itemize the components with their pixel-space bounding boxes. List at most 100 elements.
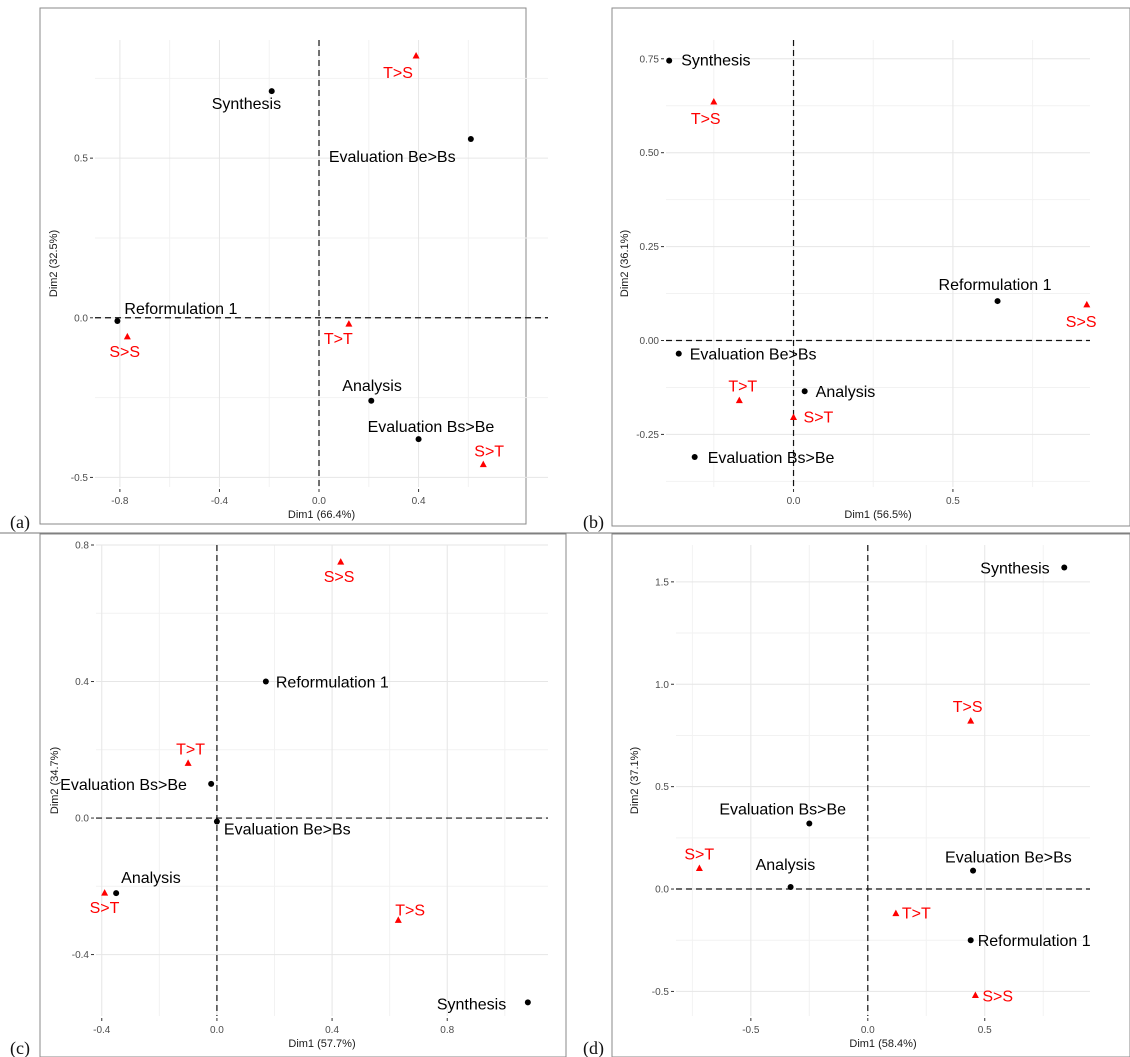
- point-marker: [970, 867, 977, 874]
- triangle-marker: [710, 97, 718, 105]
- point-label: T>S: [383, 65, 413, 82]
- y-tick-label: -0.25: [636, 430, 659, 441]
- point-label: S>T: [90, 900, 120, 917]
- triangle-marker: [412, 51, 420, 59]
- y-tick-label: 0.0: [75, 814, 89, 825]
- point-marker: [467, 135, 474, 142]
- point-marker: [268, 88, 275, 95]
- point-label: Reformulation 1: [939, 277, 1052, 294]
- point-label: S>S: [1066, 314, 1097, 331]
- point-marker: [524, 999, 531, 1006]
- x-tick-label: -0.5: [742, 1025, 760, 1036]
- triangle-marker: [1083, 300, 1091, 308]
- point-label: S>T: [684, 847, 714, 864]
- y-tick-label: 0.00: [640, 336, 660, 347]
- point-marker: [675, 350, 682, 357]
- y-axis-title: Dim2 (37.1%): [629, 747, 641, 814]
- point-marker: [994, 298, 1001, 305]
- y-tick-label: 0.50: [640, 148, 660, 159]
- x-axis-title: Dim1 (66.4%): [288, 509, 355, 521]
- y-tick-label: 0.8: [75, 541, 89, 552]
- panel-a: -0.8 -0.4 0.0 0.4 -0.5 0.0 0.5 Dim1 (66.4%) Dim2…: [10, 7, 548, 533]
- x-tick-label: 0.0: [210, 1025, 224, 1036]
- y-axis-title: Dim2 (34.7%): [49, 747, 61, 814]
- y-axis-title: Dim2 (32.5%): [48, 230, 60, 297]
- point-label: Synthesis: [212, 96, 281, 113]
- x-axis-title: Dim1 (58.4%): [849, 1038, 916, 1050]
- point-label: Synthesis: [980, 561, 1049, 578]
- point-label: Evaluation Bs>Be: [719, 802, 846, 819]
- panel-d: -0.5 0.0 0.5 -0.5 0.0 0.5 1.0 1.5 Dim1 (58.4%) Di…: [583, 533, 1130, 1057]
- panel-frame: [39, 7, 527, 525]
- y-tick-label: 0.0: [655, 885, 669, 896]
- point-marker: [1061, 564, 1068, 571]
- triangle-marker: [337, 558, 345, 565]
- point-marker: [666, 57, 673, 64]
- triangle-marker: [790, 413, 798, 421]
- point-label: T>S: [953, 699, 983, 716]
- point-label: Synthesis: [681, 53, 750, 70]
- x-tick-label: 0.4: [325, 1025, 339, 1036]
- point-label: S>T: [474, 444, 504, 461]
- x-tick-label: 0.0: [312, 496, 326, 507]
- triangle-marker: [695, 864, 703, 872]
- panel-tag: (c): [10, 1038, 30, 1057]
- point-label: Reformulation 1: [124, 301, 237, 318]
- point-marker: [801, 388, 808, 395]
- panel-c: -0.4 0.0 0.4 0.8 -0.4 0.0 0.4 0.8 Dim1 (57.7%) Di…: [10, 533, 567, 1057]
- x-tick-label: 0.4: [412, 496, 426, 507]
- point-label: Evaluation Be>Bs: [329, 149, 456, 166]
- point-marker: [806, 820, 813, 827]
- point-label: Analysis: [756, 857, 816, 874]
- triangle-marker: [967, 717, 975, 724]
- panel-tag: (a): [10, 512, 30, 533]
- x-tick-label: 0.8: [440, 1025, 454, 1036]
- panel-tag: (d): [583, 1038, 604, 1057]
- point-label: S>S: [324, 569, 355, 586]
- triangle-marker: [101, 889, 109, 896]
- y-axis-title: Dim2 (36.1%): [619, 230, 631, 297]
- x-axis-title: Dim1 (56.5%): [844, 509, 911, 521]
- panel-b: 0.0 0.5 -0.25 0.00 0.25 0.50 0.75 Dim1 (56.5%) D…: [583, 7, 1130, 533]
- point-label: Reformulation 1: [276, 675, 389, 692]
- point-marker: [368, 397, 375, 404]
- point-label: Analysis: [816, 384, 876, 401]
- y-tick-label: 0.75: [640, 54, 660, 65]
- point-label: Synthesis: [437, 996, 506, 1013]
- x-tick-label: 0.5: [978, 1025, 992, 1036]
- x-tick-label: 0.0: [861, 1025, 875, 1036]
- y-tick-label: 0.4: [75, 677, 89, 688]
- point-label: Evaluation Be>Bs: [224, 821, 351, 838]
- point-label: S>S: [982, 989, 1013, 1006]
- triangle-marker: [394, 916, 402, 923]
- point-label: Evaluation Bs>Be: [368, 419, 495, 436]
- y-tick-label: 0.5: [74, 154, 88, 165]
- point-label: T>S: [395, 902, 425, 919]
- y-tick-label: 0.0: [74, 313, 88, 324]
- point-label: T>S: [691, 111, 721, 128]
- triangle-marker: [123, 332, 131, 340]
- x-axis-title: Dim1 (57.7%): [288, 1038, 355, 1050]
- triangle-marker: [345, 320, 353, 327]
- x-tick-label: 0.0: [787, 496, 801, 507]
- point-label: S>S: [109, 344, 140, 361]
- point-marker: [415, 436, 422, 443]
- point-label: Evaluation Bs>Be: [60, 777, 187, 794]
- y-tick-label: 1.0: [655, 680, 669, 691]
- panel-frame: [611, 7, 1130, 527]
- x-tick-label: -0.8: [111, 496, 129, 507]
- y-tick-label: -0.5: [652, 987, 670, 998]
- triangle-marker: [735, 396, 743, 404]
- point-label: T>T: [728, 379, 757, 396]
- panel-frame: [39, 533, 567, 1057]
- point-label: T>T: [324, 331, 353, 348]
- triangle-marker: [971, 991, 979, 999]
- point-label: Evaluation Be>Bs: [945, 850, 1072, 867]
- point-marker: [787, 883, 794, 890]
- x-tick-label: -0.4: [211, 496, 229, 507]
- panel-tag: (b): [583, 512, 604, 533]
- point-marker: [213, 818, 220, 825]
- point-label: T>T: [902, 906, 931, 923]
- y-tick-label: 1.5: [655, 577, 669, 588]
